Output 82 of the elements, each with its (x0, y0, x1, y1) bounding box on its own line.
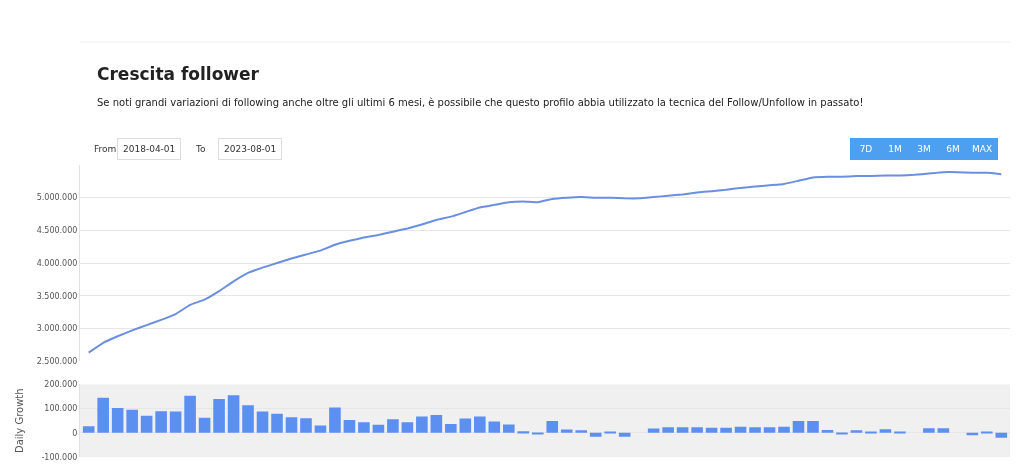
bar (763, 427, 776, 433)
y-tick-label: 4.000.000 (36, 258, 78, 268)
bar (560, 429, 573, 433)
bar (271, 413, 283, 433)
bar (604, 431, 616, 434)
bar (792, 420, 805, 433)
bar (474, 416, 486, 433)
text: 2018-04-01 (123, 144, 176, 154)
line-series (87, 171, 1003, 354)
text: To (195, 144, 206, 154)
text: 6M (946, 144, 960, 154)
bar (184, 395, 196, 433)
bar (995, 432, 1008, 438)
bar (546, 420, 559, 433)
text: 2023-08-01 (224, 144, 277, 154)
bar (676, 427, 689, 433)
bar (662, 427, 674, 433)
y-tick-label: -100.000 (41, 452, 78, 462)
bar (734, 426, 747, 433)
bar (850, 430, 863, 433)
bar (502, 424, 515, 433)
bar (372, 424, 385, 433)
y-tick-label: 0 (72, 428, 78, 438)
y-tick-label: 2.500.000 (36, 356, 78, 366)
bar (111, 407, 124, 433)
bar (329, 407, 341, 433)
bar (430, 414, 443, 433)
bar (981, 431, 993, 434)
bar (343, 420, 356, 433)
bar (575, 430, 588, 433)
bar (720, 427, 732, 433)
bar (140, 415, 153, 433)
bar (879, 429, 892, 433)
bar (242, 405, 254, 433)
bar (488, 421, 501, 433)
bar (387, 419, 399, 433)
text: 1M (888, 144, 902, 154)
text: 3M (917, 144, 931, 154)
y-tick-label: 100.000 (44, 404, 78, 414)
bar (589, 432, 602, 437)
bar (894, 431, 906, 434)
bar (691, 427, 703, 433)
bar (82, 426, 95, 433)
bar (647, 428, 660, 433)
chart-title: Crescita follower (97, 64, 260, 84)
bar (821, 429, 834, 433)
bar (445, 423, 457, 433)
text: 7D (859, 144, 873, 154)
text: From (94, 144, 117, 154)
bar (227, 395, 240, 433)
bar (401, 422, 414, 433)
y-tick-label: 5.000.000 (36, 193, 78, 203)
bar (213, 398, 225, 433)
bar (937, 428, 950, 433)
bar (778, 426, 790, 433)
bar (126, 409, 138, 433)
bar (300, 418, 312, 433)
y-axis-title: Daily Growth (14, 388, 26, 454)
y-tick-label: 4.500.000 (36, 226, 78, 236)
chart-subtitle: Se noti grandi variazioni di following anche oltre gli ultimi 6 mesi, è possibile che questo profilo abbia utilizzato la tecnica del Follow/Unfollow in passato! (97, 97, 864, 108)
bar (705, 427, 718, 433)
bar (155, 411, 167, 433)
bar (169, 411, 182, 433)
bar (416, 416, 428, 433)
bar (198, 417, 211, 433)
bar (256, 411, 269, 433)
y-tick-label: 3.000.000 (36, 324, 78, 334)
bar (358, 422, 370, 433)
y-tick-label: 200.000 (44, 380, 78, 390)
bar (836, 432, 848, 435)
bar (97, 397, 109, 433)
bar (807, 420, 819, 433)
bar (923, 428, 935, 433)
bar (531, 432, 544, 435)
bar (618, 432, 631, 437)
bar (285, 417, 298, 433)
bar (865, 431, 877, 434)
bar (459, 418, 472, 433)
bar (749, 427, 761, 433)
y-tick-label: 3.500.000 (36, 291, 78, 301)
bar (314, 425, 327, 433)
text: MAX (971, 144, 993, 154)
